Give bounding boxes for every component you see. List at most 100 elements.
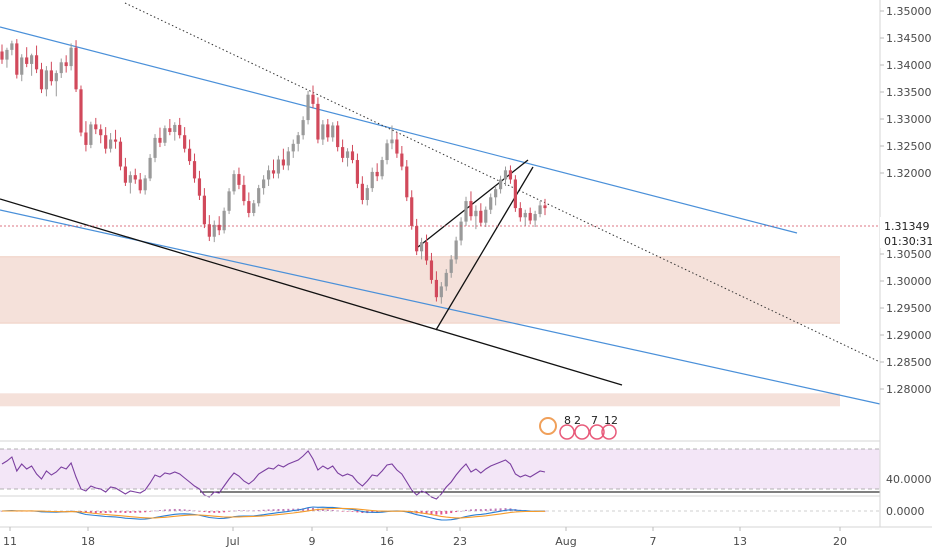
candle-down [49, 70, 53, 82]
candle-up [276, 159, 281, 174]
time-tick-label: 7 [650, 535, 657, 548]
macd-hist-bar [351, 511, 354, 512]
candle-down [281, 159, 285, 166]
candle-up [494, 189, 498, 198]
candle-down [123, 166, 128, 183]
time-tick-label: 9 [309, 535, 316, 548]
macd-line [1, 506, 545, 521]
candle-up [489, 197, 493, 210]
price-tick-label: 1.28500 [886, 356, 932, 369]
macd-hist-bar [292, 508, 295, 511]
candle-up [380, 160, 384, 177]
candle-up [30, 55, 34, 64]
macd-hist-bar [499, 508, 502, 511]
macd-hist-bar [341, 511, 344, 512]
macd-hist-bar [465, 509, 468, 511]
macd-hist-bar [114, 511, 117, 513]
candle-up [345, 151, 350, 158]
candle-down [326, 124, 330, 138]
candle-up [385, 143, 389, 161]
rsi-line [1, 450, 546, 500]
candle-down [518, 208, 522, 218]
macd-hist-bar [425, 511, 428, 515]
candle-up [321, 124, 325, 140]
price-tick-label: 1.28000 [886, 383, 932, 396]
macd-hist-bar [213, 511, 216, 513]
countdown-tag [880, 234, 932, 248]
candle-down [118, 141, 123, 167]
candle-up [331, 125, 335, 138]
macd-hist-bar [119, 511, 122, 513]
macd-hist-bar [277, 508, 280, 511]
candle-down [183, 135, 187, 149]
price-tick-label: 1.32000 [886, 167, 932, 180]
candle-up [262, 179, 266, 189]
candlestick-series [0, 39, 547, 304]
economic-event-markers[interactable]: 8 2 7 12 [539, 414, 618, 440]
event-bubble-icon[interactable] [559, 424, 575, 440]
macd-hist-bar [346, 511, 349, 512]
time-axis-ticks: 11 18 Jul 9 16 23 Aug 7 13 20 [3, 527, 847, 548]
macd-hist-bar [228, 511, 231, 512]
candle-up [523, 212, 527, 218]
macd-hist-bar [376, 511, 379, 513]
macd-hist-bar [129, 511, 132, 513]
candle-down [415, 225, 419, 252]
macd-hist-bar [272, 509, 275, 511]
macd-hist-bar [203, 511, 206, 513]
candle-up [252, 203, 256, 213]
candle-down [341, 147, 345, 158]
candle-up [109, 139, 113, 149]
event-count-2: 2 [574, 414, 581, 427]
candle-down [434, 279, 438, 298]
candle-down [34, 55, 39, 70]
signal-line [2, 507, 545, 519]
candle-down [336, 125, 340, 148]
macd-hist-bar [469, 509, 472, 511]
macd-hist-bar [218, 511, 221, 513]
candle-up [449, 259, 453, 273]
macd-hist-bar [149, 511, 152, 512]
price-tick-label: 1.35000 [886, 5, 932, 18]
candle-up [503, 170, 508, 180]
macd-hist-bar [331, 509, 334, 511]
time-tick-label: Aug [555, 535, 576, 548]
time-tick-label: 18 [81, 535, 95, 548]
candle-up [10, 43, 14, 50]
candle-down [84, 132, 88, 145]
candle-down [79, 89, 83, 133]
event-bubble-icon[interactable] [574, 424, 590, 440]
candle-up [148, 157, 152, 179]
candle-down [0, 51, 4, 60]
candle-up [173, 124, 177, 132]
candle-down [350, 151, 355, 161]
flag-icon-uk[interactable] [539, 417, 557, 435]
demand-zone [0, 256, 840, 324]
candle-up [533, 214, 537, 221]
candle-up [390, 139, 394, 144]
price-axis-ticks: 1.35000 1.34500 1.34000 1.33500 1.33000 1.325… [880, 5, 932, 396]
macd-hist-bar [208, 511, 211, 513]
candle-down [400, 153, 404, 167]
candle-up [44, 70, 49, 90]
candle-down [479, 210, 483, 223]
candle-down [197, 178, 202, 196]
price-tick-label: 1.34000 [886, 59, 932, 72]
macd-hist-bar [134, 511, 137, 513]
event-bubble-icon[interactable] [589, 424, 605, 440]
event-bubble-icon[interactable] [601, 424, 617, 440]
support-trendline [0, 198, 623, 386]
macd-hist-bar [311, 507, 314, 511]
macd-hist-bar [287, 508, 290, 511]
last-price-value: 1.31349 [884, 220, 930, 233]
time-tick-label: 20 [833, 535, 847, 548]
macd-hist-bar [168, 509, 171, 511]
price-tick-label: 1.29000 [886, 329, 932, 342]
candle-down [64, 62, 68, 67]
candle-down [429, 260, 434, 280]
candle-down [133, 175, 137, 180]
macd-hist-bar [489, 508, 492, 511]
candle-up [498, 179, 503, 190]
